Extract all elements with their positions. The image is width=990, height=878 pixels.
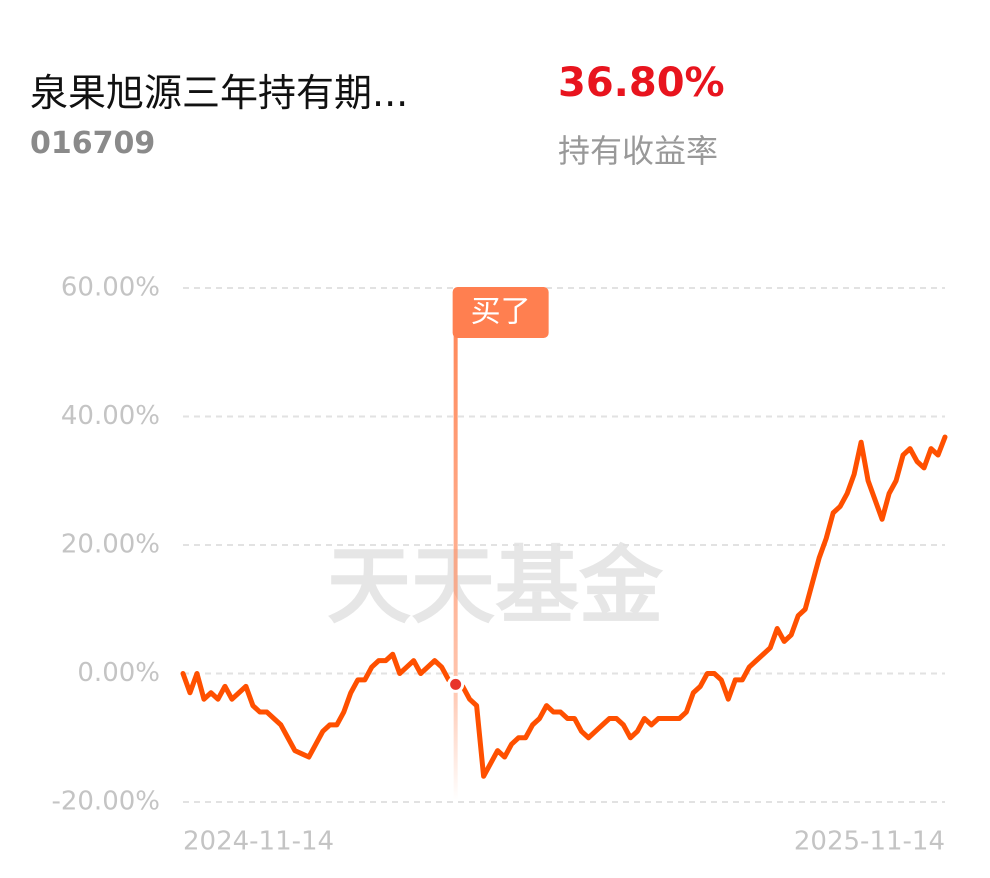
y-tick-label: 20.00% bbox=[61, 530, 160, 560]
y-tick-label: 0.00% bbox=[77, 658, 160, 688]
fund-title: 泉果旭源三年持有期... bbox=[30, 71, 409, 115]
buy-marker-line bbox=[453, 336, 458, 800]
x-tick-label: 2024-11-14 bbox=[183, 827, 334, 857]
series-line bbox=[180, 434, 948, 779]
y-tick-label: 40.00% bbox=[61, 401, 160, 431]
buy-label-box bbox=[452, 287, 549, 338]
x-tick-label: 2025-11-14 bbox=[794, 827, 945, 857]
y-tick-label: -20.00% bbox=[51, 787, 160, 817]
return-value: 36.80% bbox=[558, 60, 725, 106]
buy-label: 买了 bbox=[471, 295, 531, 330]
y-tick-label: 60.00% bbox=[61, 273, 160, 303]
return-label: 持有收益率 bbox=[558, 132, 719, 170]
watermark: 天天基金 bbox=[327, 537, 664, 635]
fund-code: 016709 bbox=[30, 126, 156, 161]
buy-point bbox=[447, 675, 465, 693]
